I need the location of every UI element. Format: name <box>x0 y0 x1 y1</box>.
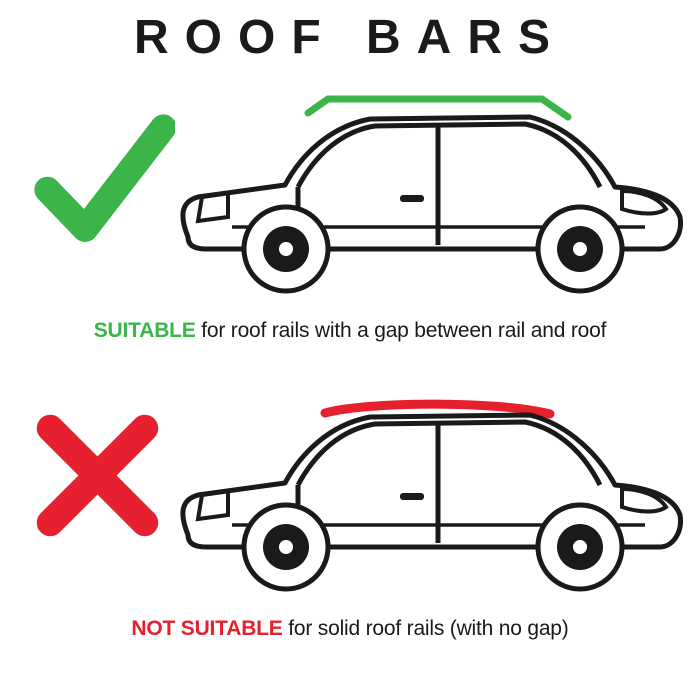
cross-icon <box>30 408 165 548</box>
suitable-rest: for roof rails with a gap between rail a… <box>196 319 607 342</box>
unsuitable-caption: NOT SUITABLE for solid roof rails (with … <box>131 617 568 641</box>
unsuitable-rest: for solid roof rails (with no gap) <box>283 617 569 640</box>
suitable-panel: SUITABLE for roof rails with a gap betwe… <box>10 85 690 343</box>
page-title: ROOF BARS <box>134 10 566 65</box>
suitable-caption: SUITABLE for roof rails with a gap betwe… <box>94 319 606 343</box>
check-icon <box>30 110 175 260</box>
car-suitable <box>170 87 690 312</box>
unsuitable-highlight: NOT SUITABLE <box>131 617 282 640</box>
suitable-highlight: SUITABLE <box>94 319 196 342</box>
suitable-scene <box>10 85 690 315</box>
unsuitable-scene <box>10 383 690 613</box>
unsuitable-panel: NOT SUITABLE for solid roof rails (with … <box>10 383 690 641</box>
car-unsuitable <box>170 385 690 610</box>
